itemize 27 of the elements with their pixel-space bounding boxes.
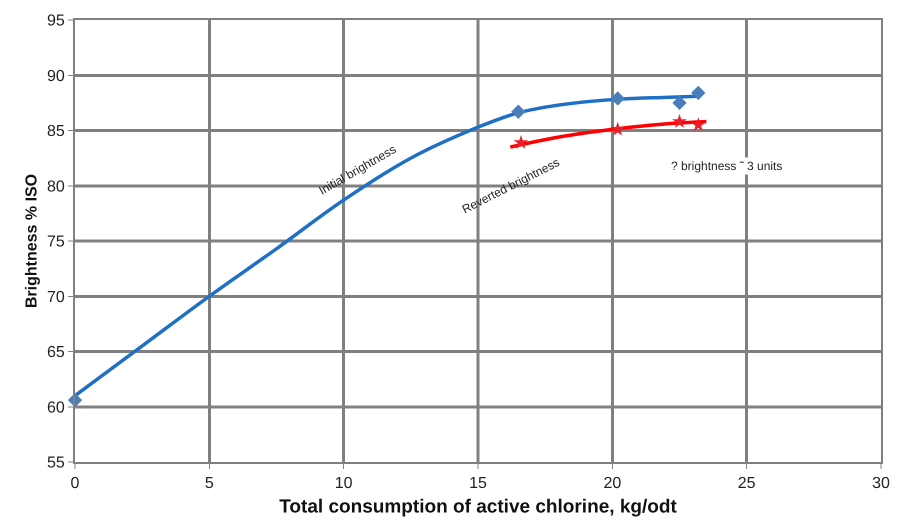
x-tick-label: 30 bbox=[872, 475, 890, 492]
x-axis-title: Total consumption of active chlorine, kg/odt bbox=[279, 496, 678, 518]
point bbox=[610, 122, 626, 136]
y-tick-label: 80 bbox=[47, 178, 65, 196]
y-axis-title: Brightness % ISO bbox=[23, 174, 40, 308]
y-tick-label: 95 bbox=[47, 12, 65, 30]
annotation: ? brightness ˜ 3 units bbox=[671, 159, 782, 173]
x-tick-label: 0 bbox=[70, 475, 80, 492]
y-tick-label: 60 bbox=[47, 399, 65, 416]
y-tick-label: 75 bbox=[47, 234, 65, 251]
point bbox=[690, 117, 706, 132]
x-tick-label: 15 bbox=[469, 475, 487, 492]
point bbox=[514, 134, 528, 149]
x-tick-label: 5 bbox=[204, 475, 214, 492]
x-tick-label: 20 bbox=[603, 475, 622, 492]
x-tick-label: 10 bbox=[334, 475, 353, 492]
x-tick-label: 25 bbox=[738, 475, 756, 492]
y-tick-label: 55 bbox=[47, 454, 65, 472]
y-tick-label: 70 bbox=[47, 288, 65, 306]
y-tick-label: 85 bbox=[47, 123, 65, 140]
point bbox=[511, 104, 526, 119]
y-tick-label: 90 bbox=[47, 68, 65, 85]
point bbox=[691, 86, 706, 100]
point bbox=[672, 96, 687, 110]
point bbox=[610, 91, 625, 106]
point bbox=[672, 114, 687, 128]
y-tick-label: 65 bbox=[47, 344, 65, 362]
